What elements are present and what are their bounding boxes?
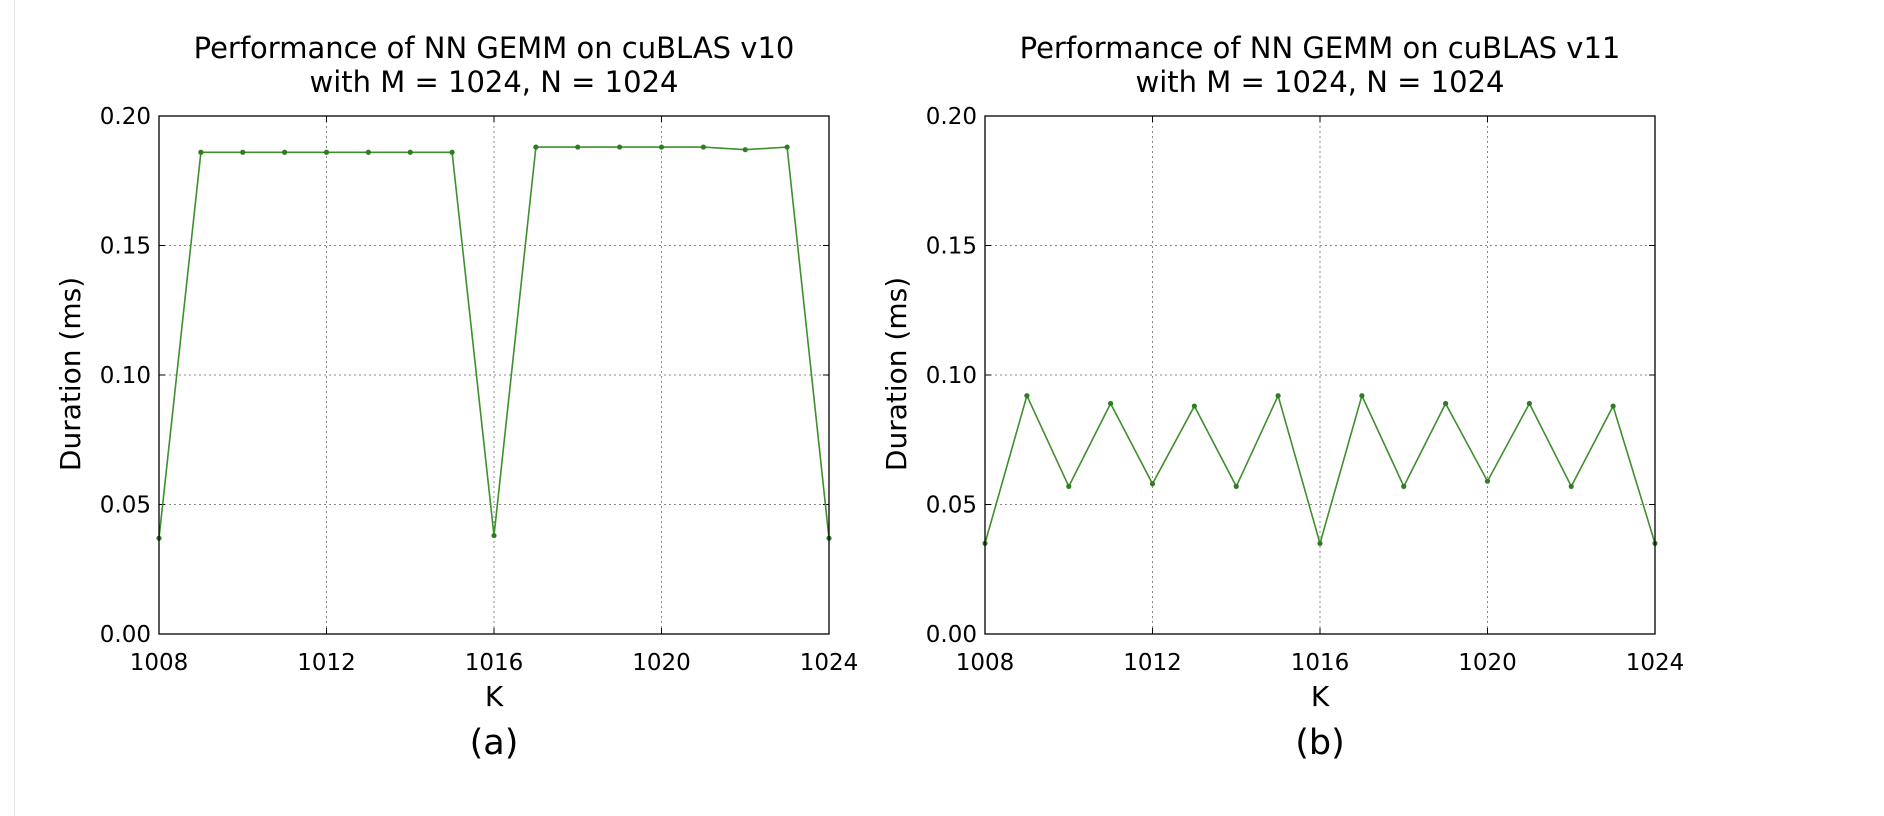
y-tick-label: 0.00 xyxy=(100,622,151,648)
data-point xyxy=(198,149,204,155)
y-tick-label: 0.05 xyxy=(926,493,977,519)
data-point xyxy=(1275,393,1281,399)
data-point xyxy=(1484,478,1491,484)
data-point xyxy=(1443,400,1449,407)
x-tick-label: 1008 xyxy=(956,650,1015,676)
y-tick-label: 0.20 xyxy=(926,104,977,130)
y-tick-label: 0.10 xyxy=(100,363,151,389)
x-tick-label: 1020 xyxy=(1458,650,1517,676)
chart-title-line2: with M = 1024, N = 1024 xyxy=(310,65,679,99)
x-tick-label: 1020 xyxy=(632,650,691,676)
data-point xyxy=(1526,400,1532,407)
data-point xyxy=(1108,400,1114,407)
plot-area: 1008 1012 1016 1020 1024 0.00 0.05 0.10 0.15 0.20 xyxy=(100,104,858,676)
data-point xyxy=(1568,483,1574,489)
chart-panel-a: Performance of NN GEMM on cuBLAS v10 wit… xyxy=(54,31,858,763)
chart-title-line2: with M = 1024, N = 1024 xyxy=(1136,65,1505,99)
data-point xyxy=(658,144,665,150)
x-tick-label: 1012 xyxy=(1123,650,1182,676)
y-axis-label: Duration (ms) xyxy=(54,277,87,471)
panel-caption: (a) xyxy=(470,723,519,763)
data-point xyxy=(449,149,455,155)
data-point xyxy=(1191,403,1197,409)
data-point xyxy=(1066,483,1072,489)
x-tick-label: 1012 xyxy=(297,650,356,676)
data-point xyxy=(1233,483,1239,489)
plot-frame xyxy=(984,115,1656,635)
chart-panel-b: Performance of NN GEMM on cuBLAS v11 wit… xyxy=(880,31,1684,763)
data-point xyxy=(1149,481,1156,487)
data-point xyxy=(1359,393,1365,399)
x-tick-label: 1016 xyxy=(465,650,524,676)
x-axis-label: K xyxy=(1311,680,1330,713)
data-point xyxy=(1317,540,1323,546)
data-point xyxy=(784,144,790,150)
data-point xyxy=(617,144,623,150)
data-point xyxy=(1024,393,1030,399)
chart-title-line1: Performance of NN GEMM on cuBLAS v10 xyxy=(194,31,795,65)
data-point xyxy=(323,149,330,155)
y-tick-label: 0.15 xyxy=(100,234,151,260)
y-tick-label: 0.20 xyxy=(100,104,151,130)
data-point xyxy=(533,144,539,150)
data-point xyxy=(240,149,246,155)
data-point xyxy=(282,149,288,155)
data-point xyxy=(742,147,748,153)
page-edge-rule xyxy=(14,0,15,816)
y-tick-label: 0.10 xyxy=(926,363,977,389)
x-axis-label: K xyxy=(485,680,504,713)
y-tick-label: 0.15 xyxy=(926,234,977,260)
panel-caption: (b) xyxy=(1295,723,1345,763)
chart-title-line1: Performance of NN GEMM on cuBLAS v11 xyxy=(1020,31,1621,65)
data-point xyxy=(491,532,497,539)
x-tick-label: 1008 xyxy=(130,650,189,676)
plot-frame xyxy=(158,115,830,635)
plot-area: 1008 1012 1016 1020 1024 0.00 0.05 0.10 0.15 0.20 xyxy=(926,104,1684,676)
data-point xyxy=(575,144,581,150)
y-tick-label: 0.00 xyxy=(926,622,977,648)
x-tick-label: 1016 xyxy=(1291,650,1350,676)
data-point xyxy=(1401,483,1407,489)
y-axis-label: Duration (ms) xyxy=(880,277,913,471)
data-point xyxy=(700,144,706,150)
data-point xyxy=(1610,403,1616,409)
data-point xyxy=(407,149,413,155)
y-tick-label: 0.05 xyxy=(100,493,151,519)
x-tick-label: 1024 xyxy=(800,650,859,676)
data-point xyxy=(365,149,371,155)
x-tick-label: 1024 xyxy=(1626,650,1685,676)
